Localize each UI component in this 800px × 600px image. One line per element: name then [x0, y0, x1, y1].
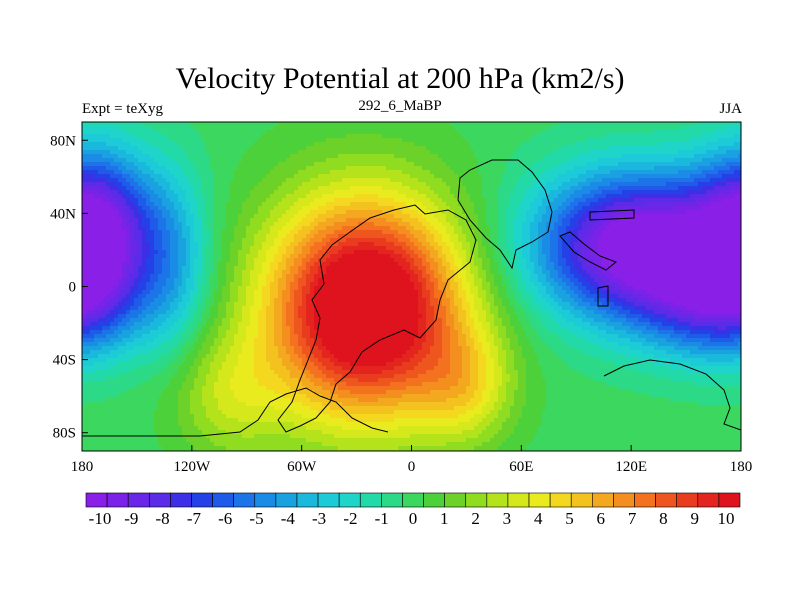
- colorbar-swatch: [570, 492, 593, 508]
- chart-title: Velocity Potential at 200 hPa (km2/s): [175, 62, 625, 95]
- colorbar-swatch: [718, 492, 741, 508]
- colorbar-swatch: [676, 492, 699, 508]
- colorbar-swatch: [486, 492, 509, 508]
- coastline-australia: [559, 231, 617, 271]
- colorbar-label: -4: [281, 509, 296, 528]
- colorbar-label: 1: [440, 509, 449, 528]
- colorbar-label: 9: [690, 509, 699, 528]
- colorbar-label: 7: [628, 509, 637, 528]
- chart-subtitle: 292_6_MaBP: [358, 98, 442, 114]
- colorbar-swatch: [170, 492, 192, 508]
- colorbar-swatch: [296, 492, 319, 508]
- coastline-americas: [457, 159, 553, 270]
- colorbar-swatch: [106, 492, 129, 508]
- x-tick-label: 60E: [509, 459, 533, 475]
- colorbar-swatch: [85, 492, 108, 508]
- colorbar-label: -9: [124, 509, 138, 528]
- coastline-east-antarctic: [603, 359, 741, 431]
- colorbar-swatch: [444, 492, 467, 508]
- colorbar-swatch: [212, 492, 234, 508]
- coastline-tibet-box: [589, 209, 635, 221]
- colorbar-swatch: [254, 492, 277, 508]
- coastline-africa-south-america: [277, 204, 477, 433]
- x-tick-label: 0: [408, 459, 416, 475]
- colorbar-swatch: [549, 492, 572, 508]
- colorbar-swatch: [402, 492, 424, 508]
- coastline-antarctic-edge: [82, 387, 389, 437]
- colorbar-label: -5: [249, 509, 263, 528]
- y-tick-label: 0: [69, 280, 77, 296]
- colorbar-label: -1: [375, 509, 389, 528]
- colorbar-swatch: [191, 492, 213, 508]
- colorbar-swatch: [381, 492, 403, 508]
- colorbar: -10 -9 -8 -7 -6 -5 -4 -3 -2 -1 0 1 2 3 4 5 6 7 8 9 10: [85, 492, 741, 528]
- experiment-label: Expt = teXyg: [82, 101, 163, 117]
- contour-field: [82, 122, 741, 451]
- colorbar-swatch: [613, 492, 635, 508]
- colorbar-label: 5: [565, 509, 574, 528]
- colorbar-label: 0: [409, 509, 418, 528]
- colorbar-label: -7: [187, 509, 202, 528]
- colorbar-swatch: [275, 492, 298, 508]
- colorbar-label: -2: [343, 509, 357, 528]
- colorbar-label: -8: [156, 509, 170, 528]
- colorbar-swatch: [634, 492, 656, 508]
- colorbar-swatch: [655, 492, 678, 508]
- colorbar-label: 10: [718, 509, 735, 528]
- y-tick-label: 80N: [50, 133, 76, 149]
- colorbar-swatch: [592, 492, 614, 508]
- colorbar-label: 3: [503, 509, 512, 528]
- colorbar-label: 8: [659, 509, 668, 528]
- colorbar-label: -3: [312, 509, 326, 528]
- colorbar-swatch: [697, 492, 720, 508]
- colorbar-swatch: [507, 492, 530, 508]
- colorbar-label: 6: [597, 509, 606, 528]
- y-tick-label: 80S: [53, 426, 76, 442]
- colorbar-swatch: [338, 492, 361, 508]
- colorbar-label: 4: [534, 509, 543, 528]
- colorbar-swatch: [127, 492, 150, 508]
- colorbar-swatch: [317, 492, 340, 508]
- x-tick-label: 120W: [173, 459, 211, 475]
- axes: 180 120W 60W 0 60E 120E 180 80N 40N 0 40S 80S: [50, 133, 752, 475]
- season-label: JJA: [719, 101, 742, 117]
- colorbar-swatch: [233, 492, 256, 508]
- coastline-island: [597, 285, 609, 307]
- y-tick-label: 40N: [50, 206, 76, 222]
- x-tick-label: 60W: [287, 459, 317, 475]
- x-tick-label: 180: [730, 459, 753, 475]
- colorbar-swatch: [465, 492, 488, 508]
- colorbar-swatch: [528, 492, 551, 508]
- colorbar-label: 2: [471, 509, 480, 528]
- x-tick-label: 120E: [615, 459, 647, 475]
- x-tick-label: 180: [71, 459, 94, 475]
- colorbar-swatch: [423, 492, 445, 508]
- coastlines: [82, 159, 741, 437]
- colorbar-swatch: [359, 492, 382, 508]
- y-tick-label: 40S: [53, 353, 76, 369]
- colorbar-swatch: [148, 492, 171, 508]
- colorbar-label: -10: [89, 509, 112, 528]
- colorbar-label: -6: [218, 509, 232, 528]
